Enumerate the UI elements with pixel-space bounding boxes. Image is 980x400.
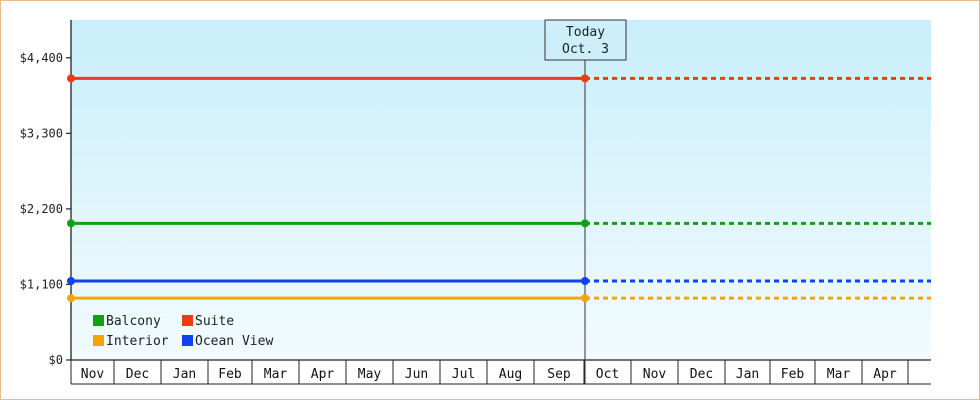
month-label: Aug	[499, 367, 522, 382]
today-box	[544, 19, 627, 61]
legend-swatch	[93, 335, 104, 346]
month-label: Sep	[547, 367, 571, 382]
y-tick-label: $4,400	[20, 51, 63, 65]
month-label: Jan	[173, 367, 196, 382]
series-point	[581, 294, 589, 303]
month-label: Apr	[311, 367, 335, 382]
y-tick-label: $1,100	[20, 277, 63, 291]
month-label: Feb	[218, 367, 242, 382]
series-point	[581, 219, 589, 228]
legend-swatch	[182, 335, 193, 346]
today-date: Oct. 3	[562, 42, 609, 57]
legend-label: Balcony	[106, 314, 161, 329]
month-label: Mar	[264, 367, 288, 382]
series-point	[67, 294, 75, 303]
series-point	[581, 277, 589, 286]
series-point	[67, 277, 75, 286]
month-label: Dec	[690, 367, 713, 382]
month-label: Mar	[827, 367, 851, 382]
y-tick-label: $0	[49, 353, 63, 367]
legend-label: Ocean View	[195, 334, 273, 349]
month-label: Apr	[873, 367, 897, 382]
legend-swatch	[182, 315, 193, 326]
month-label: Oct	[596, 367, 619, 382]
series-point	[581, 74, 589, 83]
today-label: Today	[566, 25, 605, 40]
month-label: May	[358, 367, 382, 382]
series-point	[67, 219, 75, 228]
series-point	[67, 74, 75, 83]
legend-label: Interior	[106, 334, 169, 349]
legend-label: Suite	[195, 314, 234, 329]
legend-swatch	[93, 315, 104, 326]
plot-area	[71, 20, 931, 360]
month-label: Nov	[643, 367, 667, 382]
month-label: Jul	[452, 367, 475, 382]
month-label: Nov	[81, 367, 105, 382]
y-tick-label: $3,300	[20, 126, 63, 140]
month-label: Jun	[405, 367, 428, 382]
month-label: Jan	[736, 367, 759, 382]
y-tick-label: $2,200	[20, 202, 63, 216]
month-label: Dec	[126, 367, 149, 382]
month-label: Feb	[781, 367, 805, 382]
